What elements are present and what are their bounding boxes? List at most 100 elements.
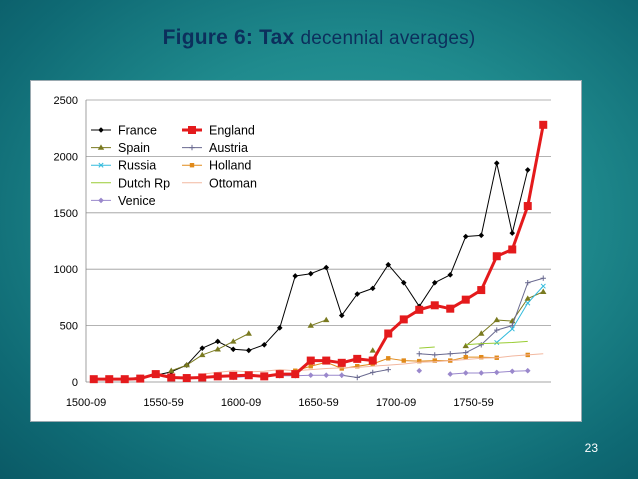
legend-label: Spain	[118, 141, 150, 155]
x-tick-label: 1600-09	[221, 397, 261, 409]
data-point	[462, 342, 469, 349]
series-line	[465, 291, 544, 347]
x-tick-label: 1500-09	[66, 397, 106, 409]
data-point	[354, 374, 360, 381]
data-point	[446, 304, 455, 313]
series-line	[496, 285, 544, 343]
x-tick-label: 1750-59	[453, 397, 493, 409]
data-point	[525, 300, 531, 306]
data-point	[307, 322, 314, 328]
data-point	[447, 351, 453, 357]
data-point	[462, 370, 469, 376]
page-title: Figure 6: Tax decennial averages)	[0, 26, 638, 50]
y-tick-label: 2500	[54, 95, 78, 107]
data-point	[479, 354, 484, 360]
legend-label: Austria	[209, 141, 248, 155]
legend-entry: Russia	[91, 159, 156, 173]
legend-label: Ottoman	[209, 176, 257, 190]
legend-entry: France	[91, 124, 157, 138]
data-point	[509, 368, 516, 375]
data-point	[461, 295, 470, 304]
series-line	[310, 319, 327, 327]
data-point	[308, 364, 313, 369]
series-ottoman	[202, 353, 544, 375]
data-point	[245, 347, 252, 354]
data-point	[369, 285, 376, 292]
data-point	[399, 315, 408, 324]
data-point	[275, 370, 284, 379]
data-point	[370, 369, 376, 376]
page-number: 23	[584, 441, 598, 455]
data-point	[120, 375, 129, 384]
legend-label: Russia	[118, 159, 156, 173]
series-line	[465, 340, 528, 346]
series-spain	[168, 288, 547, 373]
data-point	[337, 358, 346, 367]
data-point	[385, 261, 392, 268]
data-point	[323, 316, 330, 323]
data-point	[478, 330, 485, 336]
legend-entry: Ottoman	[182, 176, 257, 190]
data-point	[167, 373, 176, 382]
data-point	[338, 372, 345, 379]
data-point	[136, 374, 145, 383]
series-line	[202, 353, 544, 375]
chart-frame: 0 500 1000 1500 2000 2500 1500-09 1550-59 1600-0…	[30, 80, 582, 422]
data-point	[477, 286, 486, 295]
data-point	[369, 347, 376, 353]
data-point	[478, 342, 484, 348]
data-point	[462, 233, 469, 240]
series-russia	[494, 283, 546, 346]
data-point	[339, 366, 344, 371]
series-line	[171, 333, 249, 372]
data-point	[509, 326, 515, 332]
data-point	[447, 371, 454, 377]
data-point	[89, 375, 98, 384]
y-tick-label: 2000	[54, 151, 78, 163]
series-line	[450, 370, 528, 375]
data-point	[540, 275, 546, 281]
legend-label: France	[118, 124, 157, 138]
data-point	[431, 279, 438, 286]
legend-swatch-marker	[189, 144, 195, 151]
data-point	[401, 358, 406, 363]
data-point	[416, 351, 422, 357]
data-point	[415, 305, 424, 314]
data-point	[525, 280, 531, 286]
legend-swatch-marker	[189, 163, 195, 168]
data-point	[368, 356, 377, 365]
legend-entry: England	[182, 124, 255, 138]
legend-label: England	[209, 124, 255, 138]
data-point	[214, 338, 221, 345]
data-point	[244, 371, 253, 380]
data-point	[323, 372, 330, 379]
data-point	[307, 372, 314, 379]
data-point	[524, 367, 531, 374]
legend-swatch-marker	[98, 197, 104, 204]
data-point	[417, 358, 422, 364]
legend-entry: Spain	[91, 141, 150, 155]
data-point	[230, 338, 237, 344]
data-point	[214, 346, 221, 352]
x-tick-label: 1550-59	[143, 397, 183, 409]
data-point	[509, 230, 516, 236]
data-point	[478, 232, 485, 239]
data-point	[384, 329, 393, 338]
data-point	[447, 272, 454, 278]
data-point	[292, 273, 299, 279]
data-point	[540, 283, 546, 289]
x-tick-label: 1650-59	[298, 397, 338, 409]
legend-swatch-marker	[98, 162, 104, 168]
data-point	[307, 270, 314, 277]
series-france	[90, 160, 531, 383]
title-rest-part: decennial averages)	[300, 28, 476, 49]
legend-label: Dutch Rp	[118, 176, 170, 190]
data-point	[105, 375, 114, 384]
data-point	[245, 330, 252, 336]
y-tick-label: 0	[72, 377, 78, 389]
data-point	[523, 202, 532, 211]
data-point	[432, 352, 438, 358]
data-point	[355, 364, 360, 369]
legend-swatch-marker	[98, 127, 104, 133]
data-point	[385, 366, 391, 373]
